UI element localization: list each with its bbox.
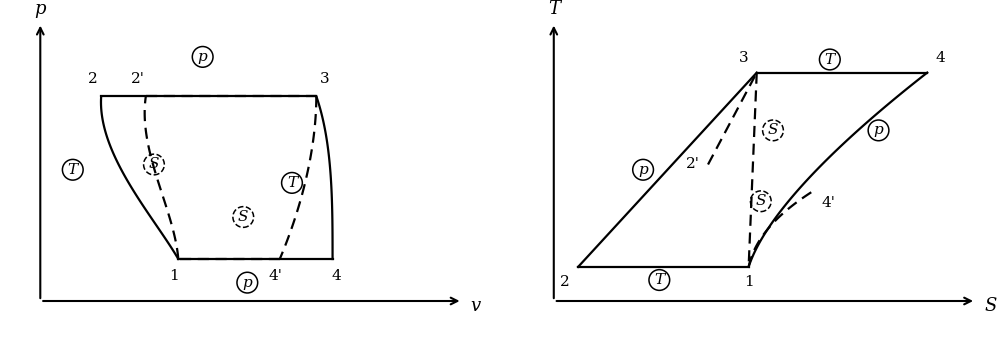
Text: 2': 2'	[686, 158, 700, 172]
Text: S: S	[768, 124, 778, 137]
Text: 3: 3	[739, 51, 749, 65]
Text: p: p	[198, 50, 208, 64]
Text: p: p	[874, 124, 883, 137]
Text: 4': 4'	[269, 270, 283, 284]
Text: 2: 2	[560, 275, 570, 289]
Text: T: T	[825, 52, 835, 66]
Text: v: v	[471, 297, 481, 315]
Text: p: p	[35, 0, 46, 18]
Text: T: T	[68, 163, 78, 177]
Text: T: T	[548, 0, 560, 18]
Text: 1: 1	[169, 270, 179, 284]
Text: 2: 2	[88, 72, 98, 86]
Text: 4': 4'	[822, 196, 836, 210]
Text: p: p	[242, 276, 252, 290]
Text: T: T	[654, 273, 664, 287]
Text: p: p	[638, 163, 648, 177]
Text: S: S	[238, 210, 249, 224]
Text: 4: 4	[935, 51, 945, 65]
Text: S: S	[756, 194, 766, 208]
Text: T: T	[287, 176, 297, 190]
Text: 2': 2'	[131, 72, 145, 86]
Text: S: S	[984, 297, 996, 315]
Text: 4: 4	[332, 270, 341, 284]
Text: 1: 1	[744, 275, 754, 289]
Text: S: S	[149, 158, 159, 172]
Text: 3: 3	[320, 72, 329, 86]
